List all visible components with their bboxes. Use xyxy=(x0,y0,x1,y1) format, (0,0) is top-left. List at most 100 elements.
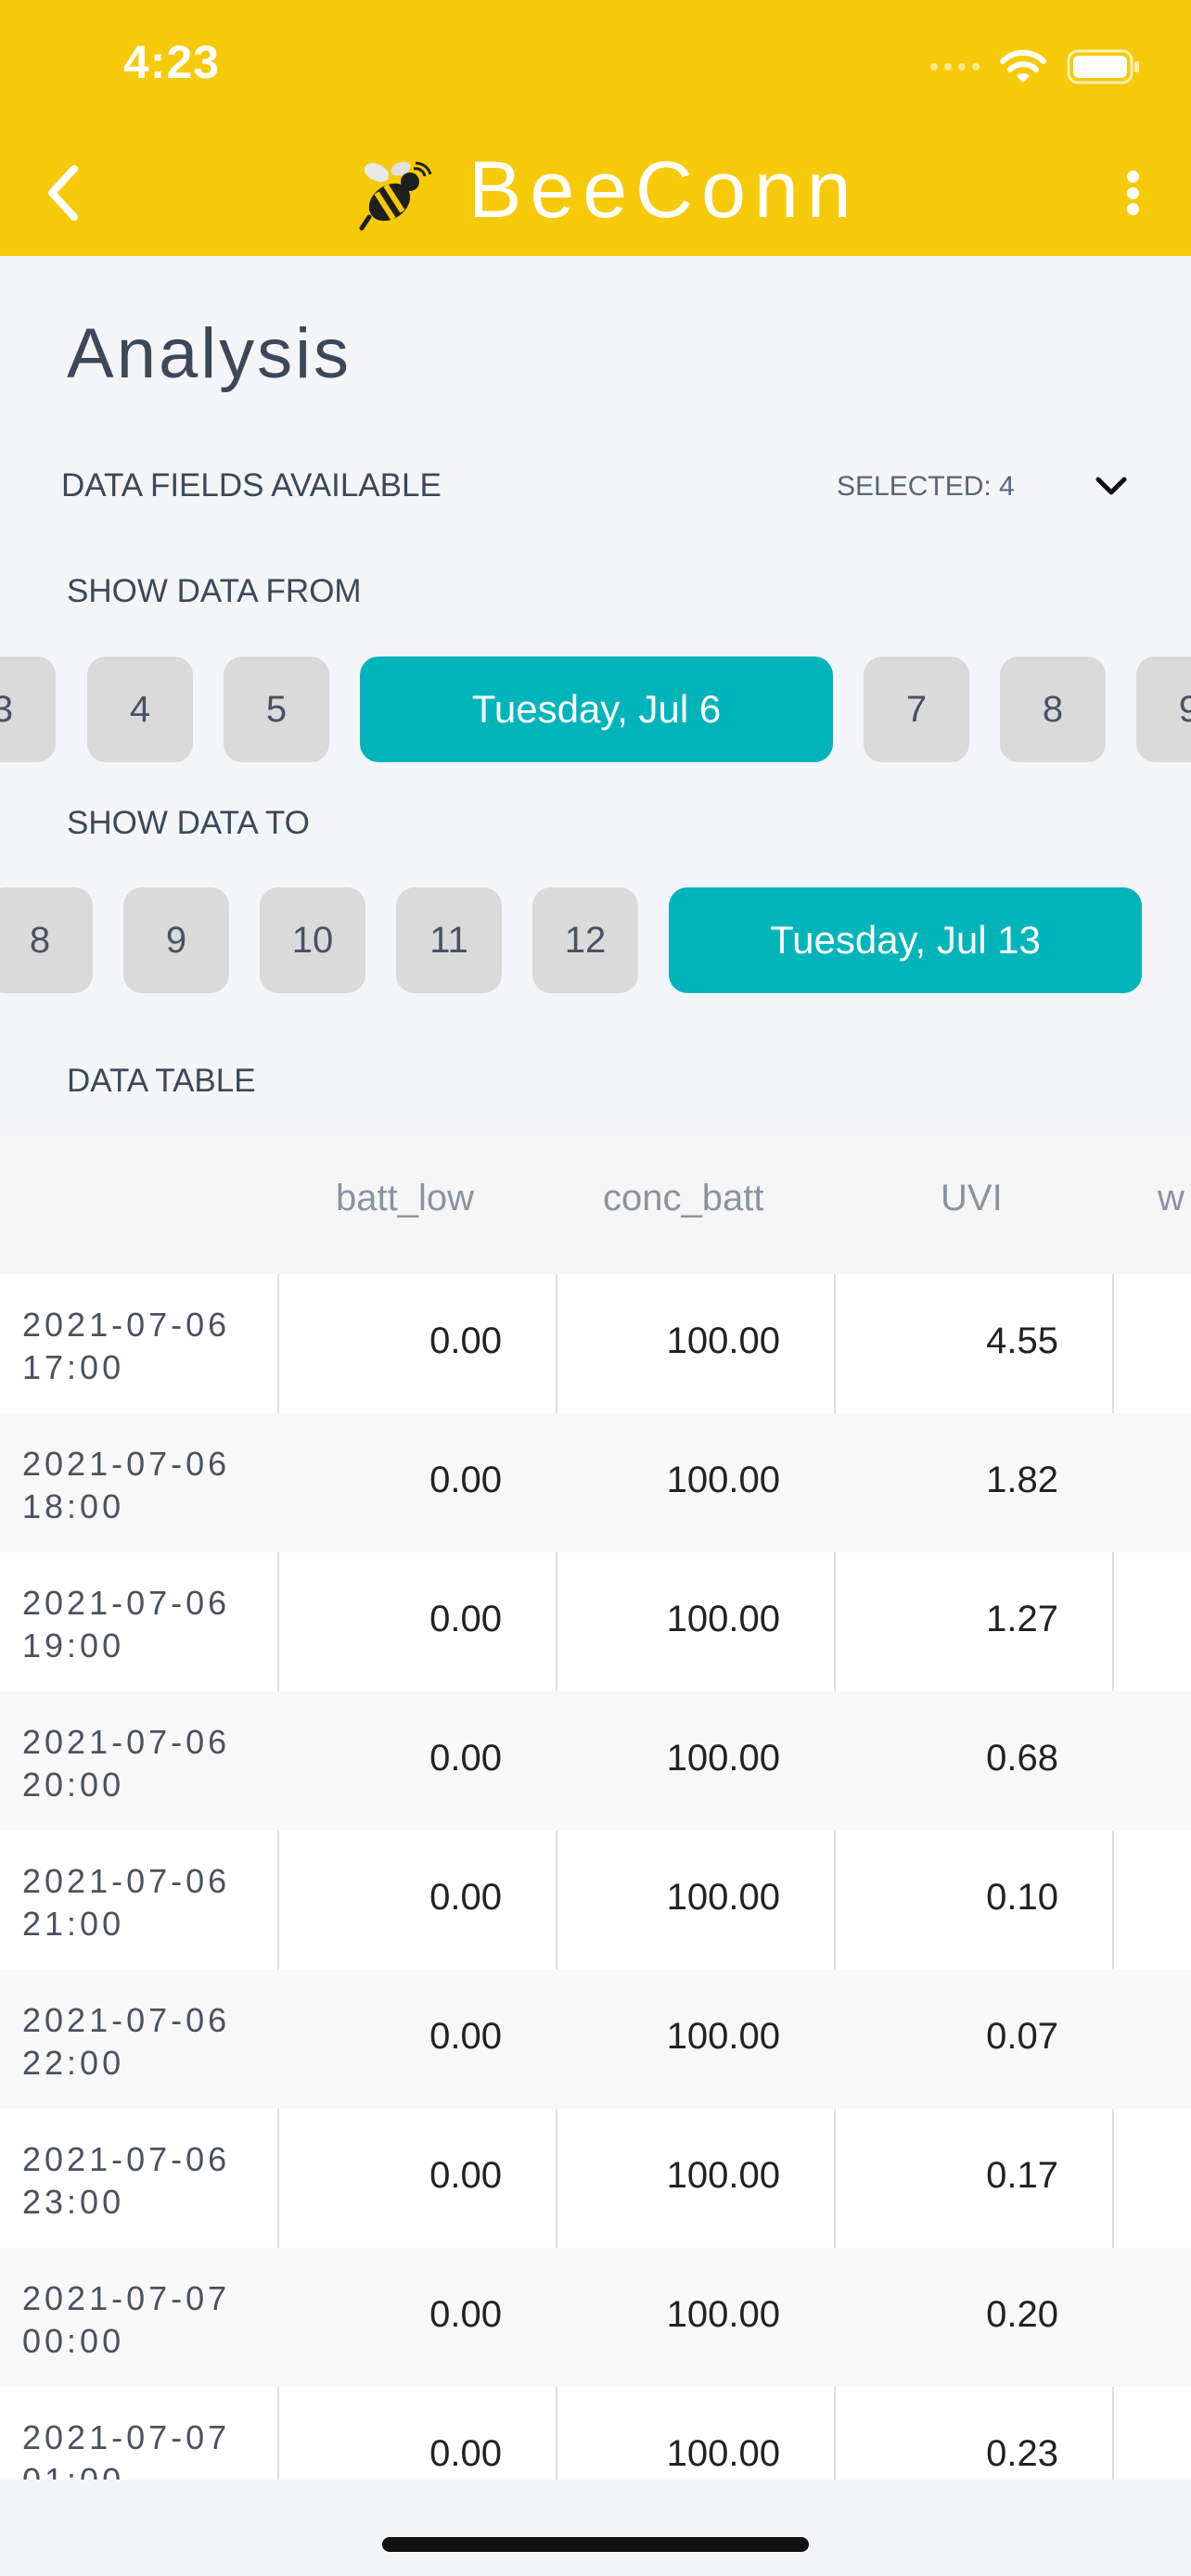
timestamp-cell: 2021-07-06 23:00 xyxy=(22,2138,273,2224)
table-row[interactable]: 2021-07-06 23:00 0.00 100.00 0.17 xyxy=(0,2109,1191,2248)
table-row[interactable]: 2021-07-06 19:00 0.00 100.00 1.27 xyxy=(0,1552,1191,1691)
timestamp-date: 2021-07-07 xyxy=(22,2418,231,2456)
timestamp-time: 18:00 xyxy=(22,1487,125,1525)
timestamp-date: 2021-07-06 xyxy=(22,1306,231,1344)
show-data-to-label: SHOW DATA TO xyxy=(67,805,310,841)
more-vert-icon xyxy=(1126,171,1139,183)
to-date-chip[interactable]: 10 xyxy=(260,887,365,993)
column-divider xyxy=(556,1274,557,2480)
from-date-chip[interactable]: 5 xyxy=(224,657,329,762)
table-header: batt_low conc_batt UVI w xyxy=(0,1133,1191,1274)
timestamp-cell: 2021-07-06 21:00 xyxy=(22,1860,273,1945)
chevron-left-icon xyxy=(48,165,78,221)
chevron-down-icon[interactable] xyxy=(1091,465,1132,506)
timestamp-time: 22:00 xyxy=(22,2044,125,2082)
timestamp-time: 23:00 xyxy=(22,2183,125,2221)
table-row[interactable]: 2021-07-07 00:00 0.00 100.00 0.20 xyxy=(0,2248,1191,2387)
more-options-button[interactable] xyxy=(1119,165,1146,221)
from-date-chip[interactable]: 3 xyxy=(0,657,56,762)
app-title: BeeConn xyxy=(468,146,860,235)
batt-low-cell: 0.00 xyxy=(429,1599,502,1639)
batt-low-cell: 0.00 xyxy=(429,1877,502,1918)
conc-batt-cell: 100.00 xyxy=(666,1599,780,1639)
timestamp-time: 20:00 xyxy=(22,1766,125,1804)
timestamp-date: 2021-07-06 xyxy=(22,1862,231,1900)
app-header: 4:23 BeeConn xyxy=(0,0,1191,256)
timestamp-cell: 2021-07-06 19:00 xyxy=(22,1582,273,1667)
page-title: Analysis xyxy=(67,314,352,393)
timestamp-time: 01:00 xyxy=(22,2459,273,2480)
to-date-chip[interactable]: 11 xyxy=(396,887,502,993)
to-date-chip[interactable]: 12 xyxy=(532,887,638,993)
column-header-truncated[interactable]: w xyxy=(1158,1178,1185,1218)
uvi-cell: 0.07 xyxy=(986,2016,1058,2057)
uvi-cell: 0.20 xyxy=(986,2294,1058,2335)
timestamp-date: 2021-07-06 xyxy=(22,2140,231,2178)
timestamp-date: 2021-07-06 xyxy=(22,1445,231,1483)
to-date-chip[interactable]: 9 xyxy=(123,887,229,993)
timestamp-cell: 2021-07-07 00:00 xyxy=(22,2277,273,2363)
signal-icon xyxy=(930,63,980,70)
uvi-cell: 0.68 xyxy=(986,1738,1058,1779)
home-indicator xyxy=(382,2537,809,2552)
to-date-picker[interactable]: 8 9 10 11 12 Tuesday, Jul 13 xyxy=(0,887,1191,995)
uvi-cell: 1.82 xyxy=(986,1460,1058,1500)
uvi-cell: 0.10 xyxy=(986,1877,1058,1918)
column-divider xyxy=(277,1274,279,2480)
table-row[interactable]: 2021-07-07 01:00 0.00 100.00 0.23 xyxy=(0,2387,1191,2480)
uvi-cell: 4.55 xyxy=(986,1320,1058,1361)
from-date-chip[interactable]: 7 xyxy=(864,657,969,762)
column-divider xyxy=(834,1274,836,2480)
batt-low-cell: 0.00 xyxy=(429,1320,502,1361)
timestamp-time: 17:00 xyxy=(22,1348,125,1386)
from-date-selected[interactable]: Tuesday, Jul 6 xyxy=(360,657,833,762)
conc-batt-cell: 100.00 xyxy=(666,2433,780,2474)
from-date-chip[interactable]: 9 xyxy=(1136,657,1191,762)
column-header-conc-batt[interactable]: conc_batt xyxy=(603,1178,764,1218)
timestamp-cell: 2021-07-06 22:00 xyxy=(22,1999,273,2085)
uvi-cell: 1.27 xyxy=(986,1599,1058,1639)
timestamp-time: 21:00 xyxy=(22,1905,125,1943)
timestamp-time: 19:00 xyxy=(22,1626,125,1664)
column-divider xyxy=(1112,1274,1114,2480)
table-row[interactable]: 2021-07-06 22:00 0.00 100.00 0.07 xyxy=(0,1970,1191,2109)
uvi-cell: 0.23 xyxy=(986,2433,1058,2474)
batt-low-cell: 0.00 xyxy=(429,2294,502,2335)
timestamp-date: 2021-07-06 xyxy=(22,1584,231,1622)
table-row[interactable]: 2021-07-06 18:00 0.00 100.00 1.82 xyxy=(0,1413,1191,1552)
batt-low-cell: 0.00 xyxy=(429,2016,502,2057)
batt-low-cell: 0.00 xyxy=(429,1460,502,1500)
to-date-selected[interactable]: Tuesday, Jul 13 xyxy=(669,887,1142,993)
timestamp-time: 00:00 xyxy=(22,2322,125,2360)
data-table-label: DATA TABLE xyxy=(67,1063,256,1099)
timestamp-cell: 2021-07-06 18:00 xyxy=(22,1443,273,1528)
data-table[interactable]: batt_low conc_batt UVI w 2021-07-06 17:00… xyxy=(0,1133,1191,2480)
data-fields-dropdown[interactable]: DATA FIELDS AVAILABLE SELECTED: 4 xyxy=(61,464,1137,508)
conc-batt-cell: 100.00 xyxy=(666,1738,780,1779)
back-button[interactable] xyxy=(37,156,89,230)
timestamp-cell: 2021-07-06 20:00 xyxy=(22,1721,273,1806)
timestamp-cell: 2021-07-06 17:00 xyxy=(22,1304,273,1389)
timestamp-date: 2021-07-06 xyxy=(22,1723,231,1761)
to-date-chip[interactable]: 8 xyxy=(0,887,93,993)
table-row[interactable]: 2021-07-06 20:00 0.00 100.00 0.68 xyxy=(0,1691,1191,1830)
bee-logo-icon xyxy=(359,161,432,231)
from-date-picker[interactable]: 3 4 5 Tuesday, Jul 6 7 8 9 xyxy=(0,657,1191,764)
from-date-chip[interactable]: 8 xyxy=(1000,657,1106,762)
column-header-uvi[interactable]: UVI xyxy=(941,1178,1003,1218)
conc-batt-cell: 100.00 xyxy=(666,1877,780,1918)
timestamp-date: 2021-07-07 xyxy=(22,2279,231,2317)
conc-batt-cell: 100.00 xyxy=(666,2016,780,2057)
from-date-chip[interactable]: 4 xyxy=(87,657,193,762)
battery-icon xyxy=(1067,49,1139,84)
table-row[interactable]: 2021-07-06 21:00 0.00 100.00 0.10 xyxy=(0,1830,1191,1970)
show-data-from-label: SHOW DATA FROM xyxy=(67,573,362,609)
status-icons xyxy=(930,45,1141,89)
timestamp-cell: 2021-07-07 01:00 xyxy=(22,2417,273,2480)
uvi-cell: 0.17 xyxy=(986,2155,1058,2196)
batt-low-cell: 0.00 xyxy=(429,2155,502,2196)
column-header-batt-low[interactable]: batt_low xyxy=(336,1178,474,1218)
table-row[interactable]: 2021-07-06 17:00 0.00 100.00 4.55 xyxy=(0,1274,1191,1413)
conc-batt-cell: 100.00 xyxy=(666,1320,780,1361)
timestamp-date: 2021-07-06 xyxy=(22,2001,231,2039)
